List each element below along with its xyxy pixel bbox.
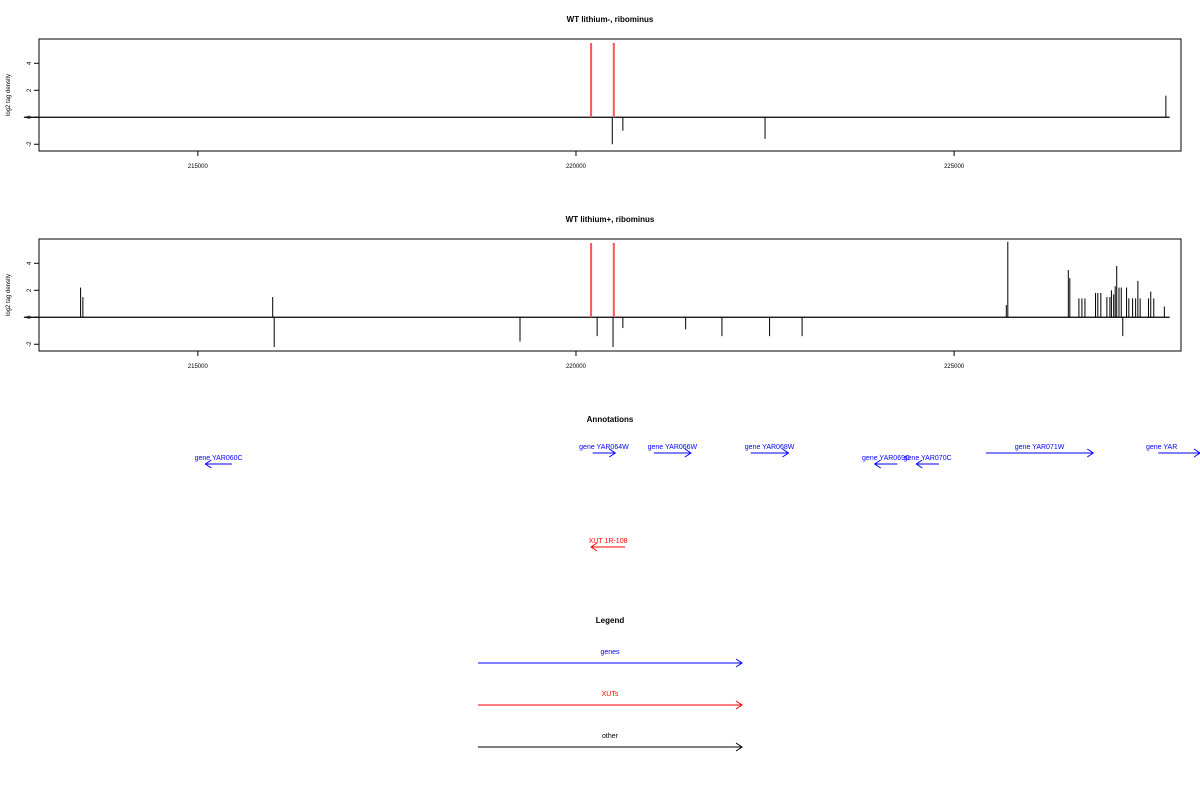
gene-annotation: gene YAR069C	[862, 455, 910, 469]
gene-annotation: gene YAR068W	[745, 444, 795, 458]
panel1-frame	[38, 38, 1182, 152]
annotation-track: gene YAR060C gene YAR064W gene YAR066W gene…	[195, 444, 1200, 552]
legend-section: Legend genes XUTs other	[478, 616, 743, 752]
y-tick-label: 4	[27, 261, 33, 265]
y-tick-label: -2	[27, 141, 33, 147]
gene-annotation: gene YAR070C	[904, 455, 952, 469]
y-tick-label: 4	[27, 61, 33, 65]
gene-annotation: gene YAR071W	[985, 444, 1095, 458]
annotation-label: gene YAR069C	[862, 455, 910, 462]
annotation-label: XUT 1R-108	[589, 538, 628, 545]
arrow-left-icon	[590, 542, 598, 552]
legend-items: genes XUTs other	[478, 649, 743, 752]
legend-label: other	[602, 733, 619, 740]
x-tick-label: 220000	[566, 164, 587, 170]
panel1-plot-area: 215000 220000 225000 -2 0 2 4	[23, 43, 1170, 170]
arrow-left-icon	[204, 459, 212, 469]
legend-item: other	[478, 733, 743, 752]
legend-title: Legend	[596, 616, 625, 625]
xut-annotation: XUT 1R-108	[589, 538, 628, 552]
y-tick-label: 2	[27, 88, 33, 92]
panel1-title: WT lithium-, ribominus	[567, 15, 654, 24]
panel2-plot-area: 215000 220000 225000 -2 0 2 4	[23, 241, 1170, 370]
gene-annotation: gene YAR	[1146, 444, 1200, 458]
legend-item: genes	[478, 649, 743, 668]
arrow-right-icon	[1193, 448, 1200, 458]
panel-lithium-plus: WT lithium+, ribominus 215000 220000 22500…	[6, 215, 1182, 370]
panel2-title: WT lithium+, ribominus	[566, 215, 655, 224]
annotation-label: gene YAR066W	[648, 444, 698, 451]
panel-lithium-minus: WT lithium-, ribominus 215000 220000 22500…	[6, 15, 1182, 170]
panel1-ylabel: log2 tag density	[6, 74, 12, 116]
legend-item: XUTs	[478, 691, 743, 710]
arrow-right-icon	[1086, 448, 1095, 458]
panel2-frame	[38, 238, 1182, 352]
arrow-right-icon	[735, 700, 743, 710]
panel2-ylabel: log2 tag density	[6, 274, 12, 316]
legend-label: genes	[600, 649, 620, 656]
annotations-title: Annotations	[587, 415, 634, 424]
x-tick-label: 225000	[944, 164, 965, 170]
x-tick-label: 215000	[188, 364, 209, 370]
gene-annotation: gene YAR060C	[195, 455, 243, 469]
legend-label: XUTs	[602, 691, 619, 698]
x-tick-label: 220000	[566, 364, 587, 370]
arrow-right-icon	[735, 742, 743, 752]
annotation-label: gene YAR071W	[1015, 444, 1065, 451]
arrow-right-icon	[609, 448, 617, 458]
arrow-right-icon	[782, 448, 790, 458]
gene-annotation: gene YAR066W	[648, 444, 698, 458]
arrow-left-icon	[915, 459, 923, 469]
gene-annotation: gene YAR064W	[579, 444, 629, 458]
annotation-label: gene YAR060C	[195, 455, 243, 462]
annotation-label: gene YAR	[1146, 444, 1177, 451]
annotation-label: gene YAR070C	[904, 455, 952, 462]
annotation-label: gene YAR064W	[579, 444, 629, 451]
y-tick-label: 0	[27, 315, 33, 319]
x-tick-label: 215000	[188, 164, 209, 170]
arrow-right-icon	[684, 448, 692, 458]
y-tick-label: 2	[27, 288, 33, 292]
arrow-right-icon	[735, 658, 743, 668]
arrow-left-icon	[873, 459, 881, 469]
x-tick-label: 225000	[944, 364, 965, 370]
annotation-label: gene YAR068W	[745, 444, 795, 451]
y-tick-label: 0	[27, 115, 33, 119]
y-tick-label: -2	[27, 341, 33, 347]
